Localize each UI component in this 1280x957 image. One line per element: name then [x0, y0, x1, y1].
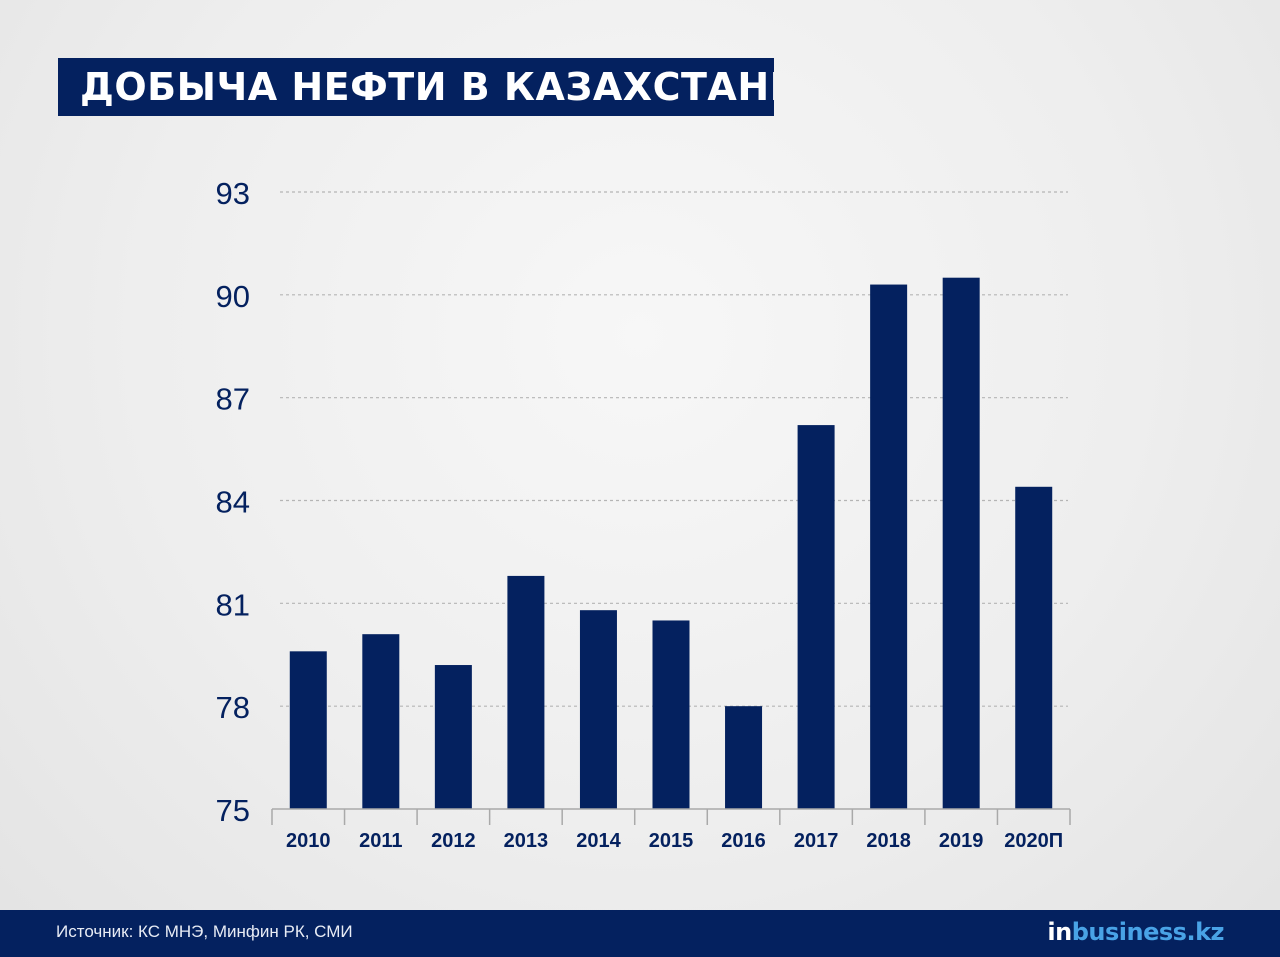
gridlines: [280, 191, 1068, 707]
x-tick-label-2011: 2011: [359, 830, 402, 852]
bar-2015: [652, 620, 690, 809]
y-tick-label-1: 78: [216, 690, 250, 725]
y-tick-label-5: 90: [216, 279, 250, 314]
source-note: Источник: КС МНЭ, Минфин РК, СМИ: [56, 922, 353, 941]
x-tick-label-2018: 2018: [866, 830, 911, 852]
x-tick-label-2017: 2017: [794, 830, 839, 852]
footer-bar: Источник: КС МНЭ, Минфин РК, СМИ inbusin…: [0, 910, 1280, 957]
x-tick-label-2012: 2012: [431, 830, 476, 852]
bar-2020П: [1015, 486, 1053, 809]
bar-2010: [289, 651, 327, 809]
bar-2016: [725, 706, 763, 809]
y-tick-label-6: 93: [216, 176, 250, 211]
x-tick-label-2016: 2016: [721, 830, 766, 852]
logo-prefix: in: [1047, 918, 1072, 946]
y-tick-label-4: 87: [216, 382, 250, 417]
bar-2018: [870, 284, 908, 809]
x-tick-label-2013: 2013: [504, 830, 549, 852]
bar-2013: [507, 575, 545, 809]
chart-title: ДОБЫЧА НЕФТИ В КАЗАХСТАНЕ: [58, 58, 774, 116]
x-tick-label-2015: 2015: [649, 830, 694, 852]
y-tick-label-2: 81: [216, 587, 250, 622]
x-tick-label-2010: 2010: [286, 830, 331, 852]
y-axis-ticks: 75 78 81 84 87 90 93: [216, 176, 250, 828]
bar-2019: [942, 277, 980, 809]
logo-suffix: business.kz: [1071, 918, 1225, 946]
x-axis-ticks: 2010 2011 2012 2013 2014 2015 2016 2017 2018 2019…: [286, 830, 1063, 852]
x-tick-label-2019: 2019: [939, 830, 984, 852]
bar-2011: [362, 634, 400, 809]
bars: [289, 277, 1053, 809]
y-tick-label-0: 75: [216, 793, 250, 828]
bar-2012: [434, 665, 472, 809]
y-tick-label-3: 84: [216, 485, 250, 520]
x-tick-label-2020П: 2020П: [1004, 830, 1063, 852]
bar-2017: [797, 425, 835, 809]
x-tick-label-2014: 2014: [576, 830, 621, 852]
bar-2014: [579, 610, 617, 809]
brand-logo[interactable]: inbusiness.kz: [1047, 918, 1224, 946]
x-axis: [271, 808, 1071, 825]
